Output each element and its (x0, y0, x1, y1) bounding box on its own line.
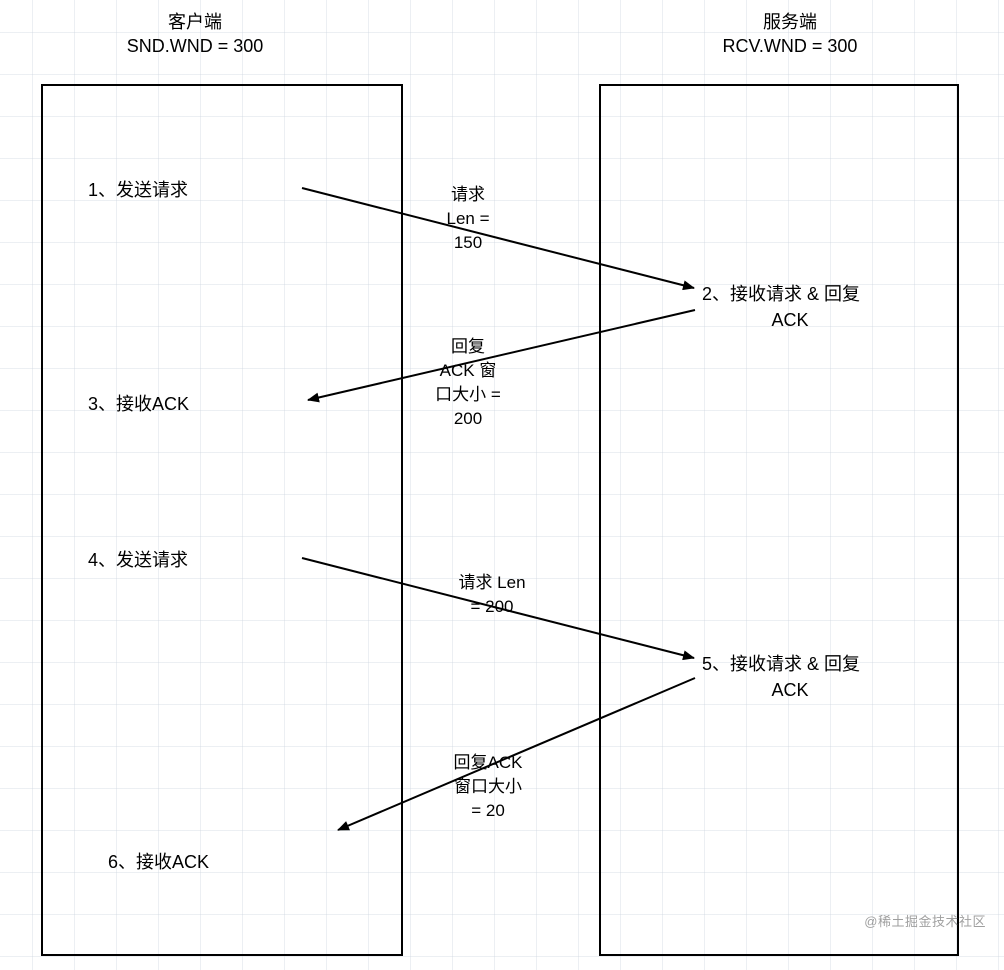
arrow-2-label-line1: 回复 (451, 337, 485, 356)
arrow-2-label-line2: ACK 窗 (440, 361, 497, 380)
arrow-2-label-line3: 口大小 = (435, 385, 501, 404)
arrow-3-label-line1: 请求 Len (458, 573, 525, 592)
watermark-text: @稀土掘金技术社区 (864, 911, 986, 930)
arrow-4-label-line3: = 20 (471, 801, 505, 820)
arrow-1-label-line3: 150 (454, 233, 482, 252)
arrow-3-label-line2: = 200 (470, 597, 513, 616)
sequence-diagram: 客户端 SND.WND = 300 服务端 RCV.WND = 300 1、发送… (0, 0, 1004, 970)
step-6-label: 6、接收ACK (108, 852, 209, 872)
step-2-label-line1: 2、接收请求 & 回复 (702, 284, 860, 304)
arrow-1-label-line1: 请求 (451, 185, 485, 204)
server-lifeline-box (600, 85, 958, 955)
step-5-label-line2: ACK (771, 680, 808, 700)
step-4-label: 4、发送请求 (88, 550, 188, 570)
client-lifeline-box (42, 85, 402, 955)
arrow-2-ack (308, 310, 695, 400)
step-3-label: 3、接收ACK (88, 394, 189, 414)
arrow-4-label-line1: 回复ACK (454, 753, 524, 772)
server-title-line2: RCV.WND = 300 (723, 36, 858, 56)
arrow-2-label-line4: 200 (454, 409, 482, 428)
server-title-line1: 服务端 (763, 12, 817, 32)
arrow-1-request (302, 188, 694, 288)
client-title-line1: 客户端 (168, 12, 222, 32)
step-1-label: 1、发送请求 (88, 180, 188, 200)
client-title-line2: SND.WND = 300 (127, 36, 264, 56)
arrow-1-label-line2: Len = (446, 209, 489, 228)
arrow-4-label-line2: 窗口大小 (454, 777, 522, 796)
step-2-label-line2: ACK (771, 310, 808, 330)
step-5-label-line1: 5、接收请求 & 回复 (702, 654, 860, 674)
